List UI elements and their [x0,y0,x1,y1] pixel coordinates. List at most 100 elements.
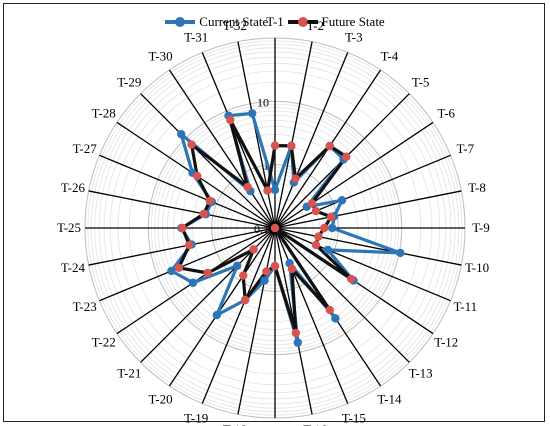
spoke-t-32 [237,41,276,229]
category-label-t-7: T-7 [457,141,475,156]
spoke-t-24 [88,227,276,266]
category-label-t-16: T-16 [303,422,328,426]
spoke-t-31 [201,52,276,229]
category-label-t-31: T-31 [184,30,208,45]
legend-label-current: Current State [199,14,269,29]
category-label-t-23: T-23 [73,299,97,314]
category-label-t-18: T-18 [223,422,247,426]
point-1-t-12 [347,274,356,284]
point-1-t-14 [325,305,334,315]
point-1-t-18 [262,267,271,276]
point-1-t-25 [178,223,187,233]
point-1-t-4 [325,141,334,151]
point-1-t-15 [287,264,297,274]
point-1-t-5 [342,152,351,161]
point-1-t-31 [226,115,235,125]
category-label-t-24: T-24 [61,260,86,275]
category-label-t-11: T-11 [454,299,478,314]
legend-swatch-future [287,17,318,27]
point-1-t-22 [203,268,212,278]
category-label-t-2: T-2 [306,18,324,33]
spoke-t-13 [274,227,410,363]
legend: Current State Future State [0,12,550,30]
point-1-t-11 [311,240,321,250]
spoke-t-23 [99,227,276,302]
category-label-t-32: T-32 [223,18,247,33]
point-0-t-22 [188,278,198,287]
category-label-t-9: T-9 [472,220,490,235]
spoke-t-26 [88,190,276,229]
point-1-t-6 [307,199,317,208]
spoke-t-2 [274,41,313,229]
point-1-t-8 [326,212,336,222]
point-0-t-29 [177,130,186,139]
point-0-t-9 [327,223,337,233]
category-label-t-29: T-29 [117,74,141,89]
point-1-t-21 [249,245,258,254]
category-label-t-6: T-6 [437,106,455,121]
radial-tick-label: 1 [263,159,269,173]
spoke-t-10 [274,227,462,266]
point-1-t-10 [314,232,323,241]
point-0-t-20 [212,310,222,320]
category-label-t-13: T-13 [409,366,433,381]
point-0-t-7 [337,196,347,205]
legend-item-current[interactable]: Current State [165,14,268,30]
point-1-t-32 [263,186,272,195]
spoke-t-15 [274,227,349,404]
point-0-t-11 [323,245,333,255]
spoke-t-8 [274,190,462,229]
point-1-t-17 [270,261,280,271]
point-0-t-32 [248,109,257,118]
category-label-t-20: T-20 [149,391,173,406]
point-0-t-18 [260,276,269,285]
point-1-t-26 [199,209,209,219]
point-1-t-30 [243,182,252,192]
category-label-t-30: T-30 [149,49,173,64]
category-label-t-28: T-28 [92,106,116,121]
legend-label-future: Future State [321,14,385,29]
point-0-t-10 [396,248,405,258]
point-1-t-27 [205,196,215,206]
point-1-t-24 [185,240,194,250]
point-1-t-3 [291,174,300,183]
spoke-t-3 [274,52,349,229]
point-1-t-2 [287,141,296,151]
point-1-t-7 [311,206,321,216]
spoke-t-18 [237,227,276,415]
point-1-t-29 [187,140,196,149]
category-label-t-27: T-27 [73,141,98,156]
category-label-t-15: T-15 [342,410,366,425]
point-0-t-14 [331,314,340,323]
point-1-t-23 [174,263,184,273]
point-0-t-21 [232,261,242,271]
category-label-t-3: T-3 [345,30,363,45]
point-1-t-9 [320,223,329,233]
category-label-t-8: T-8 [468,180,486,195]
point-1-t-13 [270,223,280,233]
spoke-t-20 [168,227,276,387]
category-label-t-25: T-25 [57,220,81,235]
category-label-t-10: T-10 [465,260,489,275]
radial-tick-label: 0.1 [254,222,269,236]
point-0-t-16 [293,338,302,347]
point-1-t-19 [240,295,250,305]
point-1-t-28 [193,171,202,181]
category-label-t-14: T-14 [377,391,402,406]
category-label-t-19: T-19 [184,410,208,425]
spoke-t-7 [274,154,451,229]
category-label-t-12: T-12 [434,334,458,349]
point-0-t-1 [270,185,280,195]
radial-tick-label: 10 [257,95,269,109]
spoke-t-6 [274,121,434,229]
spoke-t-30 [168,69,276,229]
point-1-t-1 [270,141,280,150]
spoke-t-19 [201,227,276,404]
category-label-t-4: T-4 [381,49,399,64]
spoke-t-27 [99,154,276,229]
spoke-t-11 [274,227,451,302]
legend-swatch-current [165,17,196,27]
category-label-t-1: T-1 [266,14,284,29]
legend-item-future[interactable]: Future State [287,14,385,30]
spoke-t-29 [140,93,276,229]
